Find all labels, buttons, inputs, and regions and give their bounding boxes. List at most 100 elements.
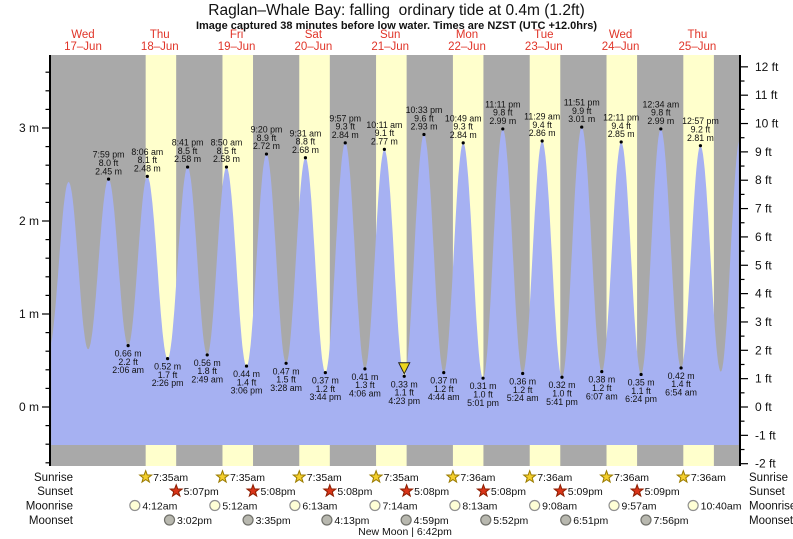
high-tide-point [303, 156, 308, 160]
low-tide-label: 0.37 m 1.2 ft 3:44 pm [309, 376, 341, 403]
day-label: Thu 18–Jun [141, 29, 179, 53]
right-axis-label: 2 ft [755, 343, 772, 357]
astro-time: 7:36am [614, 472, 649, 484]
moonrise-icon [449, 499, 461, 512]
low-tide-label: 0.33 m 1.1 ft 4:23 pm [388, 379, 420, 406]
astro-time: 5:09pm [645, 486, 680, 498]
astro-row-label-left: Sunset [37, 486, 74, 498]
astro-row-label-right: Moonrise [749, 501, 793, 513]
high-tide-point [224, 165, 229, 169]
low-tide-point [205, 353, 209, 357]
astro-time: 7:36am [537, 472, 572, 484]
high-tide-label: 12:57 pm 9.2 ft 2.81 m [682, 116, 719, 143]
right-axis-label: 1 ft [755, 372, 772, 386]
moonset-icon [321, 514, 333, 526]
low-tide-point [481, 376, 485, 380]
high-tide-point [619, 140, 623, 144]
right-axis-label: 11 ft [755, 88, 778, 102]
astro-time: 7:35am [153, 472, 188, 484]
low-tide-point [560, 375, 564, 379]
sunrise-icon [138, 469, 154, 484]
high-tide-label: 8:06 am 8.1 ft 2.48 m [131, 147, 163, 174]
astro-time: 7:35am [307, 472, 342, 484]
sunset-icon [552, 483, 568, 498]
left-axis-label: 2 m [19, 214, 39, 228]
astro-row-label-right: Moonset [749, 515, 793, 527]
moonset-icon [163, 514, 176, 526]
sunrise-icon [675, 469, 691, 484]
high-tide-label: 10:11 am 9.1 ft 2.77 m [366, 120, 402, 147]
high-tide-label: 12:11 pm 9.4 ft 2.85 m [603, 112, 639, 139]
day-label: Fri 19–Jun [218, 29, 256, 53]
moonset-icon [640, 514, 652, 526]
day-label: Sat 20–Jun [295, 29, 333, 53]
low-tide-label: 0.42 m 1.4 ft 6:54 am [665, 371, 697, 398]
high-tide-label: 11:11 pm 9.8 ft 2.99 m [485, 99, 520, 126]
low-tide-point [679, 366, 683, 370]
astro-time: 5:12am [222, 501, 257, 513]
day-label: Thu 25–Jun [679, 29, 717, 53]
sunrise-icon [522, 469, 538, 484]
low-tide-point [284, 361, 288, 365]
sunset-icon [168, 483, 184, 498]
astro-time: 9:08am [542, 501, 577, 513]
right-axis-label: 3 ft [755, 315, 772, 329]
astro-time: 4:59pm [414, 515, 449, 527]
low-tide-point [165, 357, 170, 361]
astro-time: 5:07pm [184, 486, 219, 498]
astro-time: 7:35am [384, 472, 419, 484]
low-tide-point [244, 364, 249, 368]
astro-time: 5:08pm [491, 486, 526, 498]
right-axis-label: 9 ft [755, 145, 772, 159]
right-axis-label: 5 ft [755, 258, 772, 272]
high-tide-point [540, 139, 544, 143]
high-tide-point [185, 165, 190, 169]
high-tide-point [422, 132, 426, 137]
astro-time: 6:13am [302, 501, 337, 513]
astro-time: 8:13am [462, 501, 497, 513]
new-moon-label: New Moon | 6:42pm [358, 526, 452, 538]
astro-time: 6:51pm [573, 515, 608, 527]
moonrise-icon [129, 499, 141, 512]
day-label: Wed 17–Jun [64, 29, 102, 53]
high-tide-label: 12:34 am 9.8 ft 2.99 m [642, 99, 679, 126]
astro-row-label-left: Moonset [29, 515, 74, 527]
astro-time: 7:36am [460, 472, 495, 484]
sunrise-icon [445, 469, 461, 484]
moonrise-icon [529, 499, 541, 512]
left-axis-label: 1 m [19, 307, 39, 321]
astro-row-label-right: Sunset [749, 486, 786, 498]
astro-time: 5:08pm [414, 486, 449, 498]
low-tide-point [442, 370, 446, 375]
low-tide-label: 0.56 m 1.8 ft 2:49 am [191, 358, 223, 385]
moonrise-icon [209, 499, 221, 512]
sunrise-icon [291, 469, 307, 484]
astro-time: 3:35pm [256, 515, 291, 527]
high-tide-label: 10:33 pm 9.6 ft 2.93 m [406, 105, 443, 132]
astro-time: 9:57am [622, 501, 657, 513]
right-axis-label: 10 ft [755, 117, 779, 131]
right-axis-label: -2 ft [755, 457, 776, 471]
high-tide-point [264, 152, 269, 156]
left-axis-label: 0 m [19, 400, 39, 414]
high-tide-point [501, 127, 505, 131]
high-tide-label: 8:50 am 8.5 ft 2.58 m [211, 138, 243, 165]
day-label: Sun 21–Jun [371, 29, 409, 53]
low-tide-label: 0.32 m 1.0 ft 5:41 pm [546, 380, 578, 407]
astro-time: 7:14am [382, 501, 417, 513]
right-axis-label: 8 ft [755, 173, 772, 187]
moonset-icon [400, 514, 412, 526]
low-tide-label: 0.52 m 1.7 ft 2:26 pm [152, 362, 184, 389]
high-tide-label: 10:49 am 9.3 ft 2.84 m [445, 113, 482, 140]
moonset-icon [560, 514, 572, 526]
astro-time: 4:12am [142, 501, 177, 513]
high-tide-label: 9:20 pm 8.9 ft 2.72 m [251, 125, 283, 152]
moonrise-icon [289, 499, 301, 512]
low-tide-label: 0.35 m 1.1 ft 6:24 pm [625, 377, 657, 404]
moonset-icon [480, 514, 492, 526]
astro-time: 5:09pm [568, 486, 603, 498]
astro-row-label-left: Sunrise [34, 472, 73, 484]
day-label: Wed 24–Jun [602, 29, 640, 53]
astro-time: 5:08pm [261, 486, 296, 498]
